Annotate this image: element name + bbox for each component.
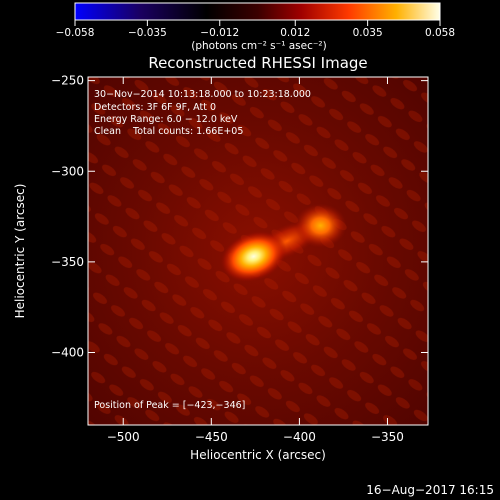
energy-range-text: Energy Range: 6.0 − 12.0 keV <box>94 114 238 125</box>
detectors-text: Detectors: 3F 6F 9F, Att 0 <box>94 102 216 113</box>
annotation-block: 30−Nov−2014 10:13:18.000 to 10:23:18.000… <box>94 89 311 411</box>
colorbar-tick-label: −0.058 <box>56 27 95 39</box>
x-axis: −500 −450 −400 −350 <box>107 77 404 444</box>
x-tick-label: −450 <box>195 430 228 444</box>
colorbar-tick-label: 0.012 <box>280 27 310 39</box>
colorbar-gradient <box>74 2 441 21</box>
colorbar: −0.058 −0.035 −0.012 0.012 0.035 0.058 (photo… <box>56 2 455 52</box>
x-tick-label: −350 <box>371 430 404 444</box>
plot-frame <box>87 76 429 426</box>
x-tick-label: −400 <box>283 430 316 444</box>
secondary-source <box>294 203 347 248</box>
flare-sources <box>220 203 347 282</box>
clean-text: Clean <box>94 126 121 137</box>
colorbar-ticks: −0.058 −0.035 −0.012 0.012 0.035 0.058 <box>56 20 455 39</box>
colorbar-tick-label: 0.058 <box>425 27 455 39</box>
y-tick-label: −300 <box>51 164 84 178</box>
main-source <box>220 231 287 282</box>
colorbar-tick-label: −0.035 <box>128 27 167 39</box>
peak-position-text: Position of Peak = [−423,−346] <box>94 400 245 411</box>
y-tick-label: −350 <box>51 255 84 269</box>
colorbar-units-label: (photons cm⁻² s⁻¹ asec⁻²) <box>191 40 326 52</box>
y-tick-label: −250 <box>51 74 84 88</box>
colorbar-tick-label: 0.035 <box>353 27 383 39</box>
total-counts-text: Total counts: 1.66E+05 <box>132 126 243 137</box>
x-axis-label: Heliocentric X (arcsec) <box>190 448 326 462</box>
x-tick-label: −500 <box>107 430 140 444</box>
timestamp: 16−Aug−2017 16:15 <box>366 483 494 497</box>
y-tick-label: −400 <box>51 346 84 360</box>
y-axis-label: Heliocentric Y (arcsec) <box>13 184 27 319</box>
time-range-text: 30−Nov−2014 10:13:18.000 to 10:23:18.000 <box>94 89 311 100</box>
plot-title: Reconstructed RHESSI Image <box>148 54 367 72</box>
y-axis: −250 −300 −350 −400 <box>51 74 428 360</box>
rhessi-image <box>88 77 428 425</box>
colorbar-tick-label: −0.012 <box>200 27 239 39</box>
